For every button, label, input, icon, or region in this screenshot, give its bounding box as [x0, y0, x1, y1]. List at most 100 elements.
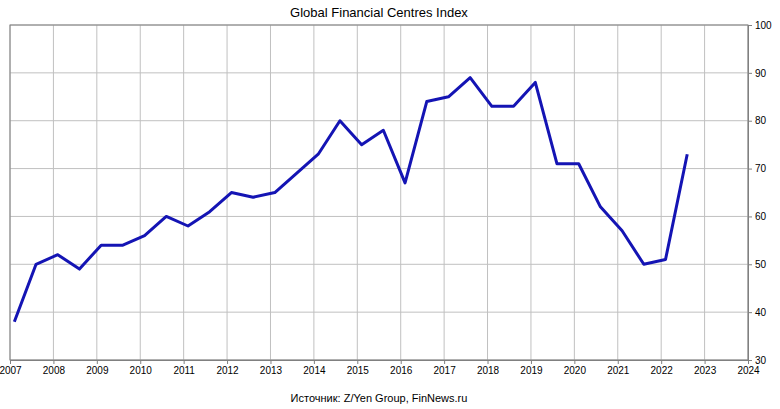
- x-tick-mark: [314, 360, 315, 364]
- x-tick: 2014: [303, 360, 326, 376]
- y-tick-mark: [748, 264, 752, 265]
- grid-line-x: [183, 25, 184, 360]
- y-tick-label: 70: [755, 163, 767, 174]
- grid-line-x: [400, 25, 401, 360]
- grid-line-x: [704, 25, 705, 360]
- x-tick-label: 2010: [130, 365, 153, 376]
- x-tick: 2015: [347, 360, 370, 376]
- x-tick-mark: [401, 360, 402, 364]
- y-tick-mark: [748, 216, 752, 217]
- x-tick-mark: [618, 360, 619, 364]
- grid-line-x: [140, 25, 141, 360]
- y-tick: 60: [748, 211, 767, 222]
- y-tick-label: 60: [755, 211, 767, 222]
- x-tick-mark: [444, 360, 445, 364]
- x-tick-mark: [184, 360, 185, 364]
- x-tick-label: 2024: [737, 365, 760, 376]
- y-axis-line: [749, 26, 753, 361]
- y-tick-mark: [748, 73, 752, 74]
- x-axis-line: [11, 361, 749, 365]
- x-tick-mark: [270, 360, 271, 364]
- x-tick-mark: [53, 360, 54, 364]
- grid-line-y: [10, 168, 748, 169]
- y-tick: 50: [748, 259, 767, 270]
- grid-line-x: [444, 25, 445, 360]
- y-tick: 30: [748, 355, 767, 366]
- grid-line-y: [10, 312, 748, 313]
- x-tick-label: 2007: [0, 365, 22, 376]
- x-tick-label: 2017: [433, 365, 456, 376]
- y-tick: 70: [748, 163, 767, 174]
- y-tick-label: 90: [755, 68, 767, 79]
- y-tick-mark: [748, 169, 752, 170]
- x-tick-label: 2016: [390, 365, 413, 376]
- plot-frame: [10, 25, 748, 360]
- x-tick-mark: [140, 360, 141, 364]
- x-tick-label: 2022: [651, 365, 674, 376]
- x-tick: 2011: [173, 360, 195, 376]
- x-tick-label: 2014: [303, 365, 326, 376]
- line: [14, 78, 687, 322]
- x-tick-label: 2023: [694, 365, 717, 376]
- x-tick-label: 2020: [564, 365, 587, 376]
- x-tick: 2009: [86, 360, 109, 376]
- x-tick-mark: [705, 360, 706, 364]
- grid-line-x: [313, 25, 314, 360]
- chart: 2007 2008 2009 2010 2011 2012 2013 2014 2015 2016…: [0, 0, 780, 409]
- grid-line-x: [357, 25, 358, 360]
- y-tick: 100: [748, 20, 772, 31]
- y-tick-label: 100: [755, 20, 772, 31]
- x-tick: 2019: [520, 360, 543, 376]
- grid-line-y: [10, 120, 748, 121]
- x-tick-label: 2011: [173, 365, 195, 376]
- x-tick-mark: [97, 360, 98, 364]
- grid-line-y: [10, 72, 748, 73]
- y-tick: 40: [748, 307, 767, 318]
- x-tick: 2018: [477, 360, 500, 376]
- grid-line-x: [530, 25, 531, 360]
- grid-line-y: [10, 264, 748, 265]
- x-tick-mark: [357, 360, 358, 364]
- x-tick: 2023: [694, 360, 717, 376]
- x-tick-label: 2013: [260, 365, 283, 376]
- x-tick-label: 2021: [607, 365, 630, 376]
- y-tick-label: 40: [755, 307, 767, 318]
- x-tick: 2007: [0, 360, 22, 376]
- x-tick-mark: [227, 360, 228, 364]
- title: Global Financial Centres Index: [290, 5, 468, 20]
- x-tick: 2010: [130, 360, 153, 376]
- x-tick-label: 2009: [86, 365, 109, 376]
- x-tick-label: 2008: [43, 365, 66, 376]
- grid-line-y: [10, 216, 748, 217]
- x-tick: 2017: [433, 360, 456, 376]
- source: Источник: Z/Yen Group, FinNews.ru: [291, 392, 468, 404]
- y-tick-mark: [748, 25, 752, 26]
- grid-line-x: [617, 25, 618, 360]
- y-axis: 30 40 50 60 70 80 90 100: [748, 20, 772, 366]
- x-tick-mark: [661, 360, 662, 364]
- x-tick: 2012: [216, 360, 239, 376]
- x-tick-label: 2018: [477, 365, 500, 376]
- grid-line-x: [96, 25, 97, 360]
- y-tick: 90: [748, 68, 767, 79]
- y-tick: 80: [748, 115, 767, 126]
- x-tick-mark: [531, 360, 532, 364]
- x-tick: 2008: [43, 360, 66, 376]
- series: [14, 78, 687, 322]
- x-tick-mark: [10, 360, 11, 364]
- x-axis: 2007 2008 2009 2010 2011 2012 2013 2014 2015 2016…: [0, 360, 760, 376]
- grid: [10, 25, 748, 360]
- grid-line-x: [487, 25, 488, 360]
- x-tick: 2016: [390, 360, 413, 376]
- y-tick-mark: [748, 312, 752, 313]
- x-tick-label: 2012: [216, 365, 239, 376]
- x-tick: 2020: [564, 360, 587, 376]
- grid-line-x: [574, 25, 575, 360]
- x-tick-label: 2019: [520, 365, 543, 376]
- grid-line-x: [661, 25, 662, 360]
- grid-line-x: [53, 25, 54, 360]
- y-tick-label: 80: [755, 115, 767, 126]
- y-tick-mark: [748, 121, 752, 122]
- grid-line-x: [227, 25, 228, 360]
- y-tick-label: 50: [755, 259, 767, 270]
